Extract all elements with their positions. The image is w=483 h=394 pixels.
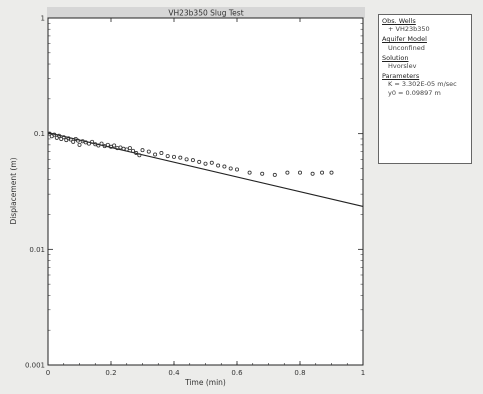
data-point — [159, 151, 164, 156]
y-axis-label: Displacement (m) — [9, 157, 18, 224]
data-point — [178, 155, 183, 160]
legend-heading: Obs. Wells — [382, 17, 416, 25]
data-point — [109, 144, 114, 149]
legend-value: y0 = 0.09897 m — [388, 88, 441, 97]
data-point — [203, 161, 208, 166]
legend-value: + VH23b350 — [388, 25, 430, 34]
data-point — [52, 132, 57, 137]
data-point — [68, 137, 73, 142]
data-point — [118, 145, 123, 150]
data-point — [105, 142, 110, 147]
legend-heading: Aquifer Model — [382, 35, 427, 44]
data-point — [209, 160, 214, 165]
x-tick-label: 0 — [46, 369, 50, 377]
x-tick-label: 0.8 — [294, 369, 305, 377]
data-point — [86, 141, 91, 146]
data-point — [320, 170, 325, 175]
data-point — [197, 159, 202, 164]
data-point — [260, 171, 265, 176]
data-point — [99, 141, 104, 146]
x-tick-label: 1 — [361, 369, 365, 377]
y-tick-label: 0.1 — [34, 130, 45, 138]
x-tick-label: 0.4 — [168, 369, 180, 377]
data-point — [297, 170, 302, 175]
x-tick-label: 0.6 — [231, 369, 243, 377]
data-point — [234, 167, 239, 172]
y-tick-label: 0.01 — [29, 246, 45, 254]
data-point — [171, 154, 176, 159]
data-point — [124, 147, 129, 152]
data-point — [165, 154, 170, 159]
data-point — [90, 139, 95, 144]
data-point — [228, 166, 233, 171]
data-point — [272, 172, 277, 177]
legend-value: Unconfined — [388, 43, 425, 52]
data-point — [102, 144, 107, 149]
data-point — [96, 143, 101, 148]
data-point — [75, 138, 80, 143]
data-point — [57, 133, 62, 138]
data-point — [131, 148, 136, 153]
legend-heading: Solution — [382, 53, 409, 62]
data-point — [54, 135, 59, 140]
legend-value: Hvorslev — [388, 62, 417, 71]
data-point — [61, 135, 66, 140]
data-point — [329, 170, 334, 175]
legend-value: K = 3.302E-05 m/sec — [388, 80, 457, 89]
data-point — [112, 143, 117, 148]
legend-heading: Parameters — [382, 72, 420, 81]
data-point — [285, 170, 290, 175]
legend-panel: Obs. Wells + VH23b350 Aquifer Model Unconfi… — [378, 14, 472, 164]
chart-title: VH23b350 Slug Test — [168, 9, 243, 18]
data-point — [222, 164, 227, 169]
data-point — [71, 139, 76, 144]
data-point — [127, 146, 132, 151]
y-tick-label: 1 — [41, 15, 45, 23]
data-point — [134, 151, 139, 156]
data-point — [310, 171, 315, 176]
data-point — [140, 148, 145, 153]
data-point — [77, 142, 82, 147]
data-point — [216, 163, 221, 168]
data-point — [184, 157, 189, 162]
data-point — [146, 149, 151, 154]
x-tick-label: 0.2 — [105, 369, 116, 377]
data-point — [247, 170, 252, 175]
title-bar — [47, 7, 365, 18]
x-axis-label: Time (min) — [184, 378, 226, 387]
y-tick-label: 0.001 — [25, 362, 45, 370]
data-point — [137, 153, 142, 158]
data-point — [153, 152, 158, 157]
axis-ticks — [47, 17, 364, 366]
data-point — [190, 158, 195, 163]
data-point — [47, 131, 52, 136]
data-points — [47, 131, 334, 177]
plot-area — [47, 17, 364, 366]
tick-labels: 0 0.2 0.4 0.6 0.8 1 0.001 0.01 0.1 1 — [25, 15, 365, 378]
